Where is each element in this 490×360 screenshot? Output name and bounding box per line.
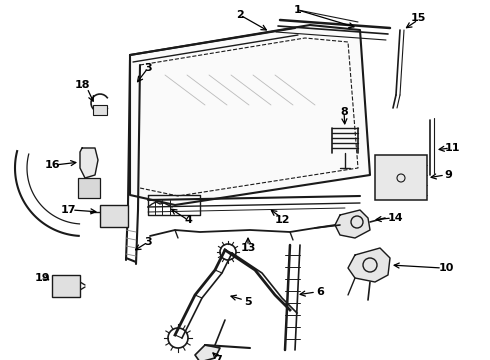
Polygon shape (80, 148, 98, 178)
Text: 1: 1 (294, 5, 302, 15)
Bar (78, 178, 100, 198)
Text: 19: 19 (34, 273, 50, 283)
Text: 16: 16 (44, 160, 60, 170)
Text: 3: 3 (144, 237, 152, 247)
Text: 8: 8 (340, 107, 348, 117)
Text: 4: 4 (184, 215, 192, 225)
Bar (52, 275, 80, 297)
Text: 5: 5 (244, 297, 252, 307)
Text: 6: 6 (316, 287, 324, 297)
Text: 9: 9 (444, 170, 452, 180)
Polygon shape (348, 248, 390, 282)
Text: 17: 17 (60, 205, 76, 215)
Text: 7: 7 (214, 355, 222, 360)
Text: 11: 11 (444, 143, 460, 153)
Text: 2: 2 (236, 10, 244, 20)
Bar (100, 205, 128, 227)
Text: 10: 10 (439, 263, 454, 273)
Text: 15: 15 (410, 13, 426, 23)
Text: 12: 12 (274, 215, 290, 225)
Text: 14: 14 (387, 213, 403, 223)
Text: 3: 3 (144, 63, 152, 73)
Bar (93, 105, 107, 115)
Polygon shape (335, 210, 370, 238)
Text: 13: 13 (240, 243, 256, 253)
Polygon shape (195, 345, 220, 360)
Bar (375, 155, 427, 200)
Text: 18: 18 (74, 80, 90, 90)
Polygon shape (130, 25, 370, 205)
